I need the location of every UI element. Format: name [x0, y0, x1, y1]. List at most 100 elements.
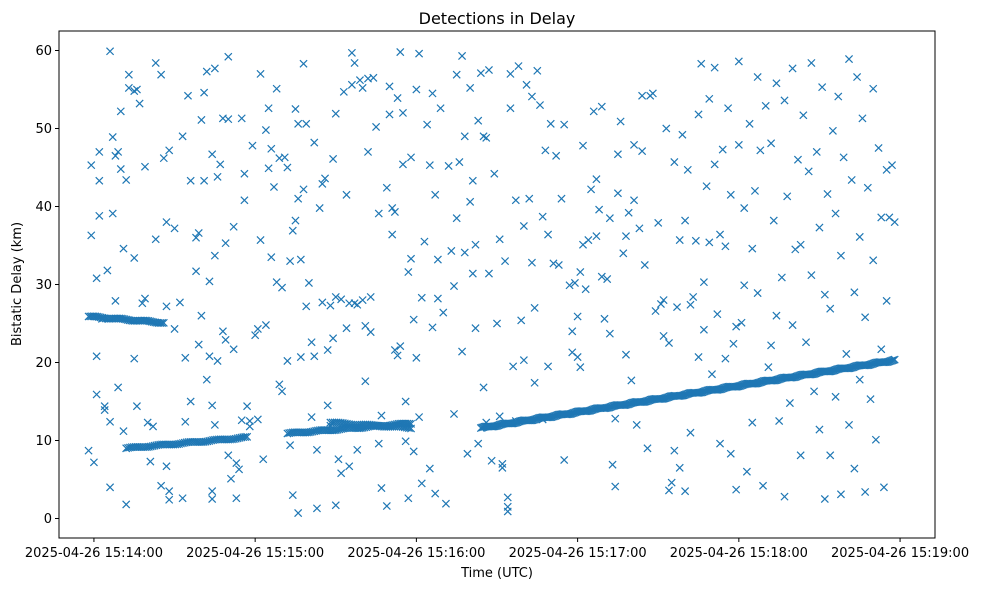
data-point-619 — [197, 311, 206, 320]
data-point-640 — [224, 52, 233, 61]
data-point-568 — [106, 483, 115, 492]
data-point-817 — [498, 459, 507, 468]
y-tick-label-0: 0 — [44, 512, 52, 527]
data-point-1017 — [882, 296, 891, 305]
data-point-842 — [544, 230, 553, 239]
data-point-676 — [280, 153, 289, 162]
data-point-108 — [241, 432, 250, 441]
data-point-591 — [146, 457, 155, 466]
data-point-998 — [847, 175, 856, 185]
data-point-737 — [369, 73, 378, 82]
x-tick-label-1: 2025-04-26 15:15:00 — [186, 546, 324, 561]
data-point-609 — [181, 353, 190, 362]
data-point-770 — [417, 479, 426, 488]
data-point-579 — [124, 83, 133, 92]
data-point-904 — [670, 158, 679, 167]
data-point-831 — [522, 80, 531, 89]
data-point-639 — [221, 335, 230, 344]
data-point-997 — [844, 420, 854, 429]
data-point-743 — [382, 183, 391, 192]
data-point-763 — [409, 315, 418, 324]
data-point-968 — [788, 321, 797, 330]
data-point-931 — [718, 145, 727, 154]
data-point-767 — [415, 49, 424, 58]
data-point-871 — [603, 275, 612, 284]
data-point-557 — [95, 147, 104, 156]
data-point-691 — [299, 185, 308, 194]
data-point-773 — [425, 161, 434, 170]
x-axis-label: Time (UTC) — [460, 566, 533, 581]
data-point-946 — [745, 119, 754, 128]
data-point-611 — [183, 91, 193, 100]
data-point-583 — [130, 354, 139, 363]
data-point-958 — [769, 216, 778, 225]
data-point-971 — [796, 451, 805, 460]
data-point-857 — [576, 267, 585, 277]
data-point-705 — [323, 345, 332, 355]
data-point-725 — [350, 58, 359, 68]
data-point-735 — [366, 292, 375, 302]
data-point-828 — [517, 316, 526, 325]
data-point-43 — [158, 318, 167, 327]
data-point-878 — [613, 150, 622, 159]
data-point-584 — [132, 85, 141, 94]
data-point-798 — [468, 176, 477, 185]
data-point-833 — [527, 92, 536, 101]
data-point-580 — [122, 500, 131, 509]
data-point-813 — [492, 319, 502, 328]
data-point-792 — [458, 347, 467, 356]
data-point-761 — [406, 153, 416, 162]
data-point-1014 — [877, 345, 886, 354]
y-tick-label-1: 10 — [35, 434, 52, 449]
data-point-855 — [573, 312, 582, 321]
data-point-574 — [116, 165, 125, 174]
data-point-1009 — [869, 84, 878, 93]
data-point-785 — [447, 246, 456, 255]
data-point-799 — [468, 269, 477, 278]
data-point-800 — [471, 240, 480, 249]
data-point-637 — [218, 327, 227, 336]
data-point-757 — [401, 397, 410, 406]
data-point-959 — [772, 79, 781, 88]
data-point-967 — [788, 64, 797, 73]
data-point-42 — [156, 318, 165, 328]
data-point-995 — [842, 349, 851, 358]
data-point-719 — [342, 324, 351, 333]
data-point-942 — [737, 318, 746, 327]
data-point-665 — [261, 321, 270, 330]
data-point-1007 — [863, 183, 872, 192]
data-point-812 — [490, 169, 499, 178]
data-point-779 — [433, 294, 442, 303]
data-point-902 — [664, 486, 673, 495]
data-point-917 — [694, 353, 703, 362]
data-point-901 — [664, 338, 673, 348]
data-point-849 — [560, 120, 569, 129]
data-point-710 — [329, 334, 338, 343]
data-point-716 — [337, 469, 346, 478]
data-point-940 — [734, 57, 743, 66]
data-point-687 — [294, 509, 303, 518]
data-point-754 — [396, 342, 405, 351]
data-point-682 — [288, 491, 297, 500]
data-point-899 — [659, 331, 668, 341]
data-point-823 — [506, 104, 515, 113]
x-tick-label-2: 2025-04-26 15:16:00 — [347, 546, 485, 561]
data-point-875 — [611, 414, 620, 423]
data-point-909 — [678, 130, 687, 139]
data-point-1001 — [853, 72, 862, 82]
data-point-728 — [355, 76, 364, 85]
data-point-722 — [347, 48, 356, 57]
y-axis-ticks: 0 10 20 30 40 50 60 — [35, 44, 59, 527]
x-tick-label-3: 2025-04-26 15:17:00 — [509, 546, 647, 561]
data-point-561 — [100, 402, 109, 411]
data-point-862 — [584, 236, 593, 245]
data-point-660 — [256, 69, 265, 78]
x-tick-label-0: 2025-04-26 15:14:00 — [25, 546, 163, 561]
data-point-962 — [777, 273, 786, 282]
data-point-961 — [775, 416, 784, 426]
data-point-949 — [750, 186, 759, 195]
data-point-880 — [619, 249, 628, 258]
data-point-633 — [210, 420, 219, 429]
data-point-549 — [890, 355, 899, 364]
data-point-890 — [638, 147, 647, 156]
